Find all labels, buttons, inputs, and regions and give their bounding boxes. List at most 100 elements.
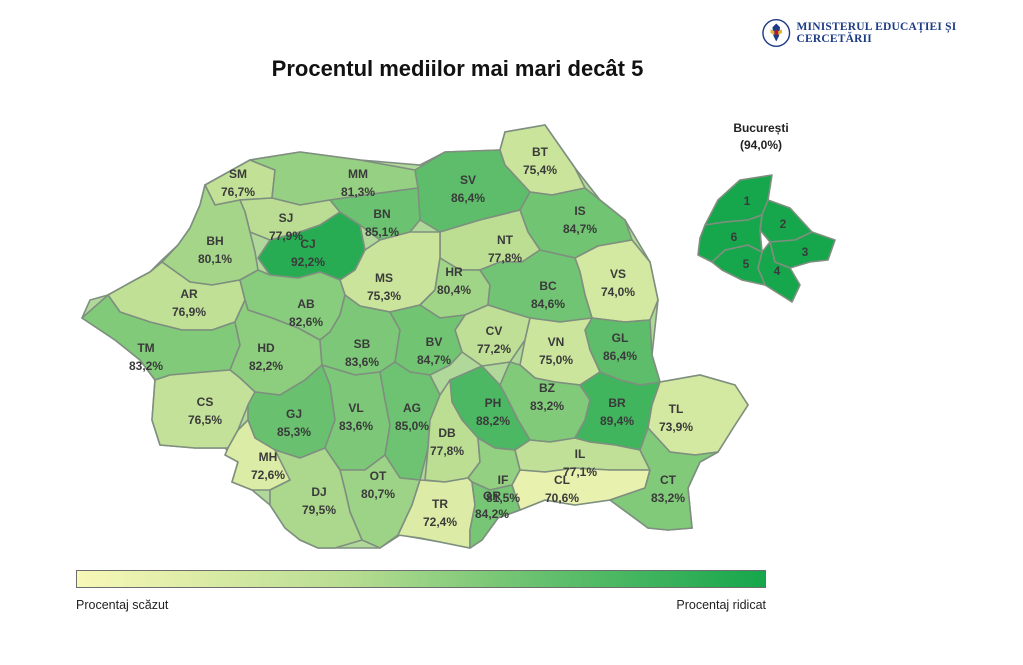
county-code-VS: VS <box>610 267 626 281</box>
ministry-name: MINISTERUL EDUCAȚIEI ȘI CERCETĂRII <box>796 21 957 45</box>
county-value-AG: 85,0% <box>395 419 429 433</box>
legend-low-label: Procentaj scăzut <box>76 598 169 612</box>
county-code-MM: MM <box>348 167 368 181</box>
county-value-MS: 75,3% <box>367 289 401 303</box>
county-code-MS: MS <box>375 271 393 285</box>
county-code-AR: AR <box>180 287 198 301</box>
county-value-SJ: 77,9% <box>269 229 303 243</box>
sector-5-label: 5 <box>743 257 750 271</box>
county-value-BT: 75,4% <box>523 163 557 177</box>
county-code-GR: GR <box>483 489 501 503</box>
county-code-TL: TL <box>669 402 684 416</box>
county-labels: SM 76,7% MM 81,3% SV 86,4% BT 75,4% SJ 77,9% BN 85,… <box>129 145 693 529</box>
county-code-AB: AB <box>297 297 315 311</box>
county-code-CV: CV <box>486 324 503 338</box>
county-code-VN: VN <box>548 335 565 349</box>
county-code-BH: BH <box>206 234 223 248</box>
county-value-HR: 80,4% <box>437 283 471 297</box>
county-code-SJ: SJ <box>279 211 294 225</box>
county-value-GJ: 85,3% <box>277 425 311 439</box>
county-code-PH: PH <box>485 396 502 410</box>
county-value-SB: 83,6% <box>345 355 379 369</box>
county-code-IS: IS <box>574 204 585 218</box>
county-value-BC: 84,6% <box>531 297 565 311</box>
county-GR[interactable] <box>469 481 521 549</box>
county-code-SB: SB <box>354 337 371 351</box>
county-value-NT: 77,8% <box>488 251 522 265</box>
county-value-DJ: 79,5% <box>302 503 336 517</box>
county-code-GJ: GJ <box>286 407 302 421</box>
county-TL[interactable] <box>647 374 749 456</box>
sector-1-label: 1 <box>744 194 751 208</box>
county-value-CL: 70,6% <box>545 491 579 505</box>
county-value-PH: 88,2% <box>476 414 510 428</box>
county-code-CT: CT <box>660 473 677 487</box>
bucuresti-title: București (94,0%) <box>706 120 816 154</box>
county-value-BV: 84,7% <box>417 353 451 367</box>
ministry-logo: MINISTERUL EDUCAȚIEI ȘI CERCETĂRII <box>762 16 1023 50</box>
county-code-CL: CL <box>554 473 570 487</box>
county-value-VN: 75,0% <box>539 353 573 367</box>
legend-gradient-bar <box>76 570 766 588</box>
county-code-GL: GL <box>612 331 629 345</box>
county-code-CJ: CJ <box>300 237 315 251</box>
county-code-BN: BN <box>373 207 390 221</box>
county-code-BT: BT <box>532 145 549 159</box>
county-code-SV: SV <box>460 173 476 187</box>
county-value-TR: 72,4% <box>423 515 457 529</box>
county-value-TL: 73,9% <box>659 420 693 434</box>
county-code-OT: OT <box>370 469 387 483</box>
county-code-SM: SM <box>229 167 247 181</box>
county-value-BN: 85,1% <box>365 225 399 239</box>
page-title: Procentul mediilor mai mari decât 5 <box>271 56 644 81</box>
sector-3-label: 3 <box>802 245 809 259</box>
county-code-MH: MH <box>259 450 278 464</box>
county-code-NT: NT <box>497 233 514 247</box>
county-code-HD: HD <box>257 341 275 355</box>
county-code-HR: HR <box>445 265 463 279</box>
sector-2-label: 2 <box>780 217 787 231</box>
coat-of-arms-icon <box>762 18 791 48</box>
county-value-BR: 89,4% <box>600 414 634 428</box>
county-code-TM: TM <box>137 341 154 355</box>
county-code-DJ: DJ <box>311 485 326 499</box>
county-value-CT: 83,2% <box>651 491 685 505</box>
county-code-CS: CS <box>197 395 214 409</box>
legend-high-label: Procentaj ridicat <box>676 598 766 612</box>
county-value-MH: 72,6% <box>251 468 285 482</box>
county-value-TM: 83,2% <box>129 359 163 373</box>
bucuresti-value: (94,0%) <box>739 138 783 152</box>
county-value-DB: 77,8% <box>430 444 464 458</box>
county-value-HD: 82,2% <box>249 359 283 373</box>
county-code-BR: BR <box>608 396 626 410</box>
county-value-GR: 84,2% <box>475 507 509 521</box>
county-value-SM: 76,7% <box>221 185 255 199</box>
county-code-BZ: BZ <box>539 381 555 395</box>
county-DJ[interactable] <box>269 447 363 549</box>
county-value-CV: 77,2% <box>477 342 511 356</box>
county-value-BZ: 83,2% <box>530 399 564 413</box>
bucuresti-inset: 1 2 3 4 5 6 <box>697 174 836 303</box>
sector-4-label: 4 <box>774 264 781 278</box>
county-code-VL: VL <box>348 401 363 415</box>
sector-6-label: 6 <box>731 230 738 244</box>
bucuresti-name: București <box>733 121 789 135</box>
county-value-AB: 82,6% <box>289 315 323 329</box>
county-value-VS: 74,0% <box>601 285 635 299</box>
county-value-SV: 86,4% <box>451 191 485 205</box>
county-value-VL: 83,6% <box>339 419 373 433</box>
county-value-IL: 77,1% <box>563 465 597 479</box>
county-code-AG: AG <box>403 401 421 415</box>
county-CT[interactable] <box>609 427 719 531</box>
sector-6[interactable] <box>697 214 763 263</box>
county-value-IF: 81,5% <box>486 491 520 505</box>
county-code-DB: DB <box>438 426 456 440</box>
county-value-CJ: 92,2% <box>291 255 325 269</box>
county-BV[interactable] <box>389 304 466 376</box>
county-code-BC: BC <box>539 279 557 293</box>
county-value-CS: 76,5% <box>188 413 222 427</box>
county-value-AR: 76,9% <box>172 305 206 319</box>
county-code-BV: BV <box>426 335 443 349</box>
county-value-MM: 81,3% <box>341 185 375 199</box>
